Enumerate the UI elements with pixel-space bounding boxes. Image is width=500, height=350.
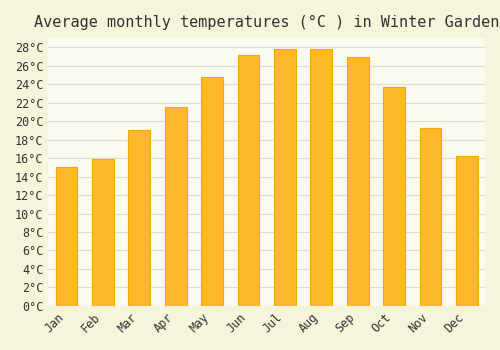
Bar — [201, 77, 223, 306]
Bar — [383, 87, 405, 306]
Bar — [274, 49, 296, 306]
Bar — [238, 55, 260, 306]
Bar — [310, 49, 332, 306]
Bar — [346, 57, 368, 306]
Bar — [165, 107, 186, 306]
Bar — [128, 131, 150, 306]
Title: Average monthly temperatures (°C ) in Winter Garden: Average monthly temperatures (°C ) in Wi… — [34, 15, 500, 30]
Bar — [92, 159, 114, 306]
Bar — [456, 156, 477, 306]
Bar — [56, 167, 78, 306]
Bar — [420, 128, 442, 306]
